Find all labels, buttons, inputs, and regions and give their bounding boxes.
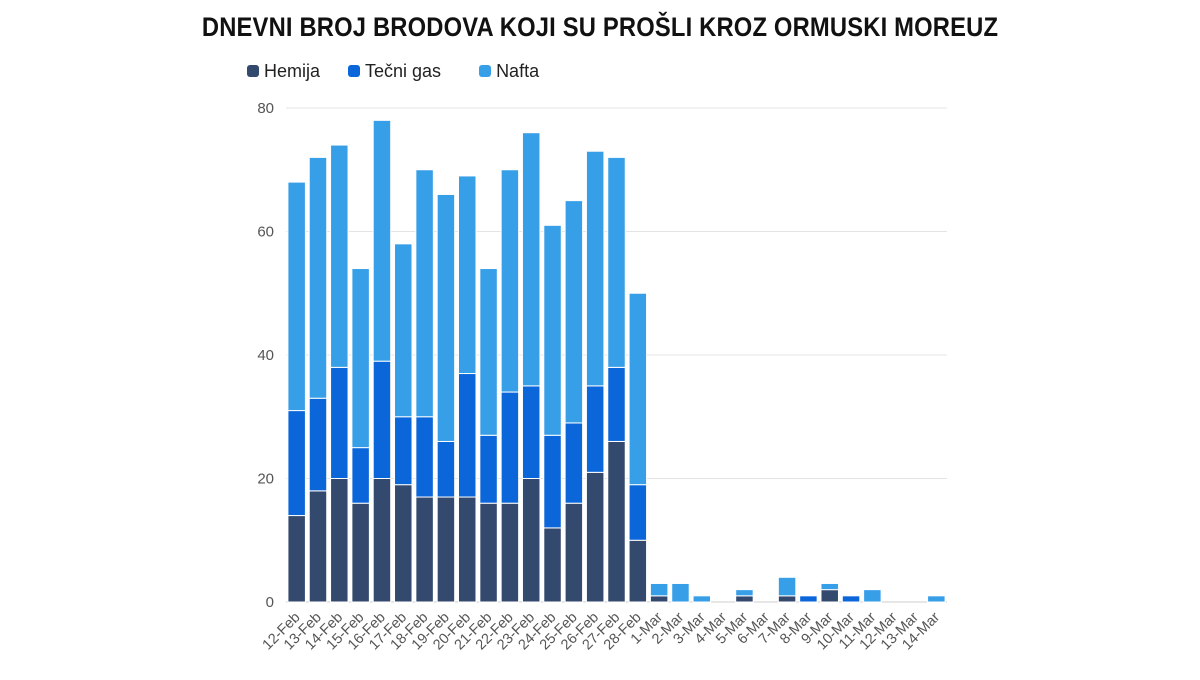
bar-segment: [287, 181, 306, 412]
bar-segment: [628, 292, 648, 486]
bar-segment: [394, 484, 413, 603]
bar-segment: [500, 502, 520, 603]
legend-item-hemija[interactable]: Hemija: [247, 61, 320, 82]
bar-segment: [607, 440, 626, 603]
bar-segment: [820, 582, 839, 591]
bar-segment: [671, 582, 690, 603]
bar-segment: [564, 422, 584, 504]
bar-segment: [457, 373, 477, 498]
bar-segment: [479, 502, 498, 603]
bar-segment: [649, 582, 669, 597]
bar-segment: [521, 132, 541, 387]
bar-segment: [585, 150, 605, 387]
legend-item-nafta[interactable]: Nafta: [479, 61, 539, 82]
bar-segment: [351, 268, 370, 449]
bar-segment: [543, 527, 562, 603]
bar-segment: [372, 360, 392, 479]
legend-item-tecni-gas[interactable]: Tečni gas: [348, 61, 441, 82]
bar-segment: [735, 595, 754, 603]
bar-segment: [863, 589, 882, 603]
bar-segment: [841, 595, 861, 603]
bar-segment: [820, 589, 839, 603]
bar-segment: [330, 144, 349, 368]
bar-segment: [457, 175, 477, 375]
bar-segment: [457, 496, 477, 603]
bar-segment: [372, 119, 392, 362]
bar-segment: [287, 410, 306, 517]
bar-segment: [607, 366, 626, 442]
y-tick-label: 60: [257, 224, 274, 241]
bar-segment: [330, 366, 349, 480]
bar-segment: [777, 576, 797, 597]
bar-segment: [628, 539, 648, 603]
bar-segment: [521, 385, 541, 479]
bar-segment: [436, 193, 456, 442]
bar-segment: [308, 156, 328, 399]
bar-segment: [500, 391, 520, 504]
bar-segment: [479, 268, 498, 436]
bar-segment: [308, 490, 328, 603]
bar-segment: [287, 515, 306, 603]
y-tick-label: 20: [257, 471, 274, 488]
bar-segment: [777, 595, 797, 603]
bar-segment: [564, 502, 584, 603]
bar-segment: [692, 595, 712, 603]
bar-segment: [351, 447, 370, 504]
bar-segment: [564, 200, 584, 424]
bar-segment: [607, 156, 626, 368]
legend: Hemija Tečni gas Nafta: [247, 60, 539, 82]
bar-segment: [735, 589, 754, 597]
bar-segment: [436, 496, 456, 603]
bar-segment: [927, 595, 946, 603]
legend-swatch-nafta: [479, 65, 492, 77]
bar-segment: [436, 440, 456, 498]
bar-segment: [415, 169, 434, 418]
bar-segment: [500, 169, 520, 393]
bar-segment: [479, 434, 498, 504]
y-tick-label: 40: [257, 347, 274, 364]
bar-segment: [628, 484, 648, 541]
bar-segment: [351, 502, 370, 603]
chart-title: DNEVNI BROJ BRODOVA KOJI SU PROŠLI KROZ …: [201, 12, 999, 42]
bar-segment: [543, 224, 562, 436]
y-tick-label: 0: [266, 594, 274, 611]
bar-segment: [649, 595, 669, 603]
bar-segment: [521, 478, 541, 603]
legend-label-nafta: Nafta: [496, 60, 540, 81]
bar-segment: [543, 434, 562, 529]
legend-swatch-hemija: [247, 65, 259, 77]
bar-segment: [394, 416, 413, 486]
bar-segment: [394, 243, 413, 418]
legend-label-tecni-gas: Tečni gas: [365, 60, 442, 81]
bar-segment: [585, 385, 605, 473]
bar-segment: [799, 595, 818, 603]
y-tick-label: 80: [257, 100, 274, 117]
bar-segment: [372, 478, 392, 603]
legend-swatch-tecni-gas: [348, 65, 361, 77]
bar-segment: [415, 496, 434, 603]
bar-segment: [415, 416, 434, 498]
legend-label-hemija: Hemija: [264, 60, 321, 81]
bar-segment: [585, 471, 605, 603]
bar-segment: [330, 478, 349, 603]
bar-segment: [308, 397, 328, 492]
